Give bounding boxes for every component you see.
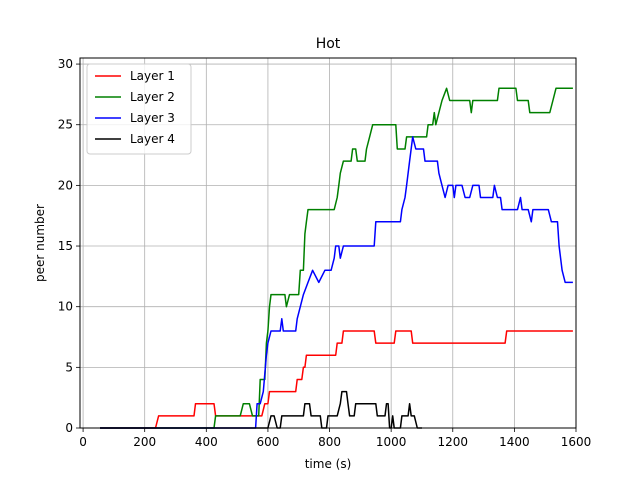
y-tick-label: 15 [58, 239, 73, 253]
y-tick-label: 10 [58, 300, 73, 314]
y-tick-label: 20 [58, 178, 73, 192]
legend-label: Layer 3 [130, 111, 175, 125]
legend-label: Layer 2 [130, 90, 175, 104]
series-line-layer-4 [100, 390, 422, 429]
x-tick-label: 400 [195, 435, 218, 449]
y-tick-label: 5 [65, 360, 73, 374]
ticks: 0 200 400 600 800 1000 1200 1400 1600 0 5 10 15 20 25 3… [58, 57, 592, 449]
y-axis-label: peer number [33, 204, 47, 282]
y-tick-label: 25 [58, 118, 73, 132]
series-group [100, 87, 573, 429]
chart-title: Hot [316, 36, 341, 52]
x-tick-label: 800 [318, 435, 341, 449]
y-tick-label: 30 [58, 57, 73, 71]
series-line-layer-2 [100, 87, 573, 429]
x-tick-label: 1400 [499, 435, 530, 449]
x-tick-label: 1200 [437, 435, 468, 449]
legend-box [86, 63, 192, 155]
x-axis-label: time (s) [305, 457, 352, 471]
x-tick-label: 200 [133, 435, 156, 449]
x-tick-label: 600 [256, 435, 279, 449]
y-tick-label: 0 [65, 421, 73, 435]
x-tick-label: 1600 [561, 435, 592, 449]
plot-frame [79, 57, 577, 429]
legend-label: Layer 1 [130, 69, 175, 83]
x-tick-label: 1000 [376, 435, 407, 449]
legend: Layer 1 Layer 2 Layer 3 Layer 4 [86, 63, 192, 155]
legend-label: Layer 4 [130, 132, 175, 146]
series-line-layer-3 [100, 136, 573, 429]
x-tick-label: 0 [79, 435, 87, 449]
series-line-layer-1 [100, 330, 573, 429]
